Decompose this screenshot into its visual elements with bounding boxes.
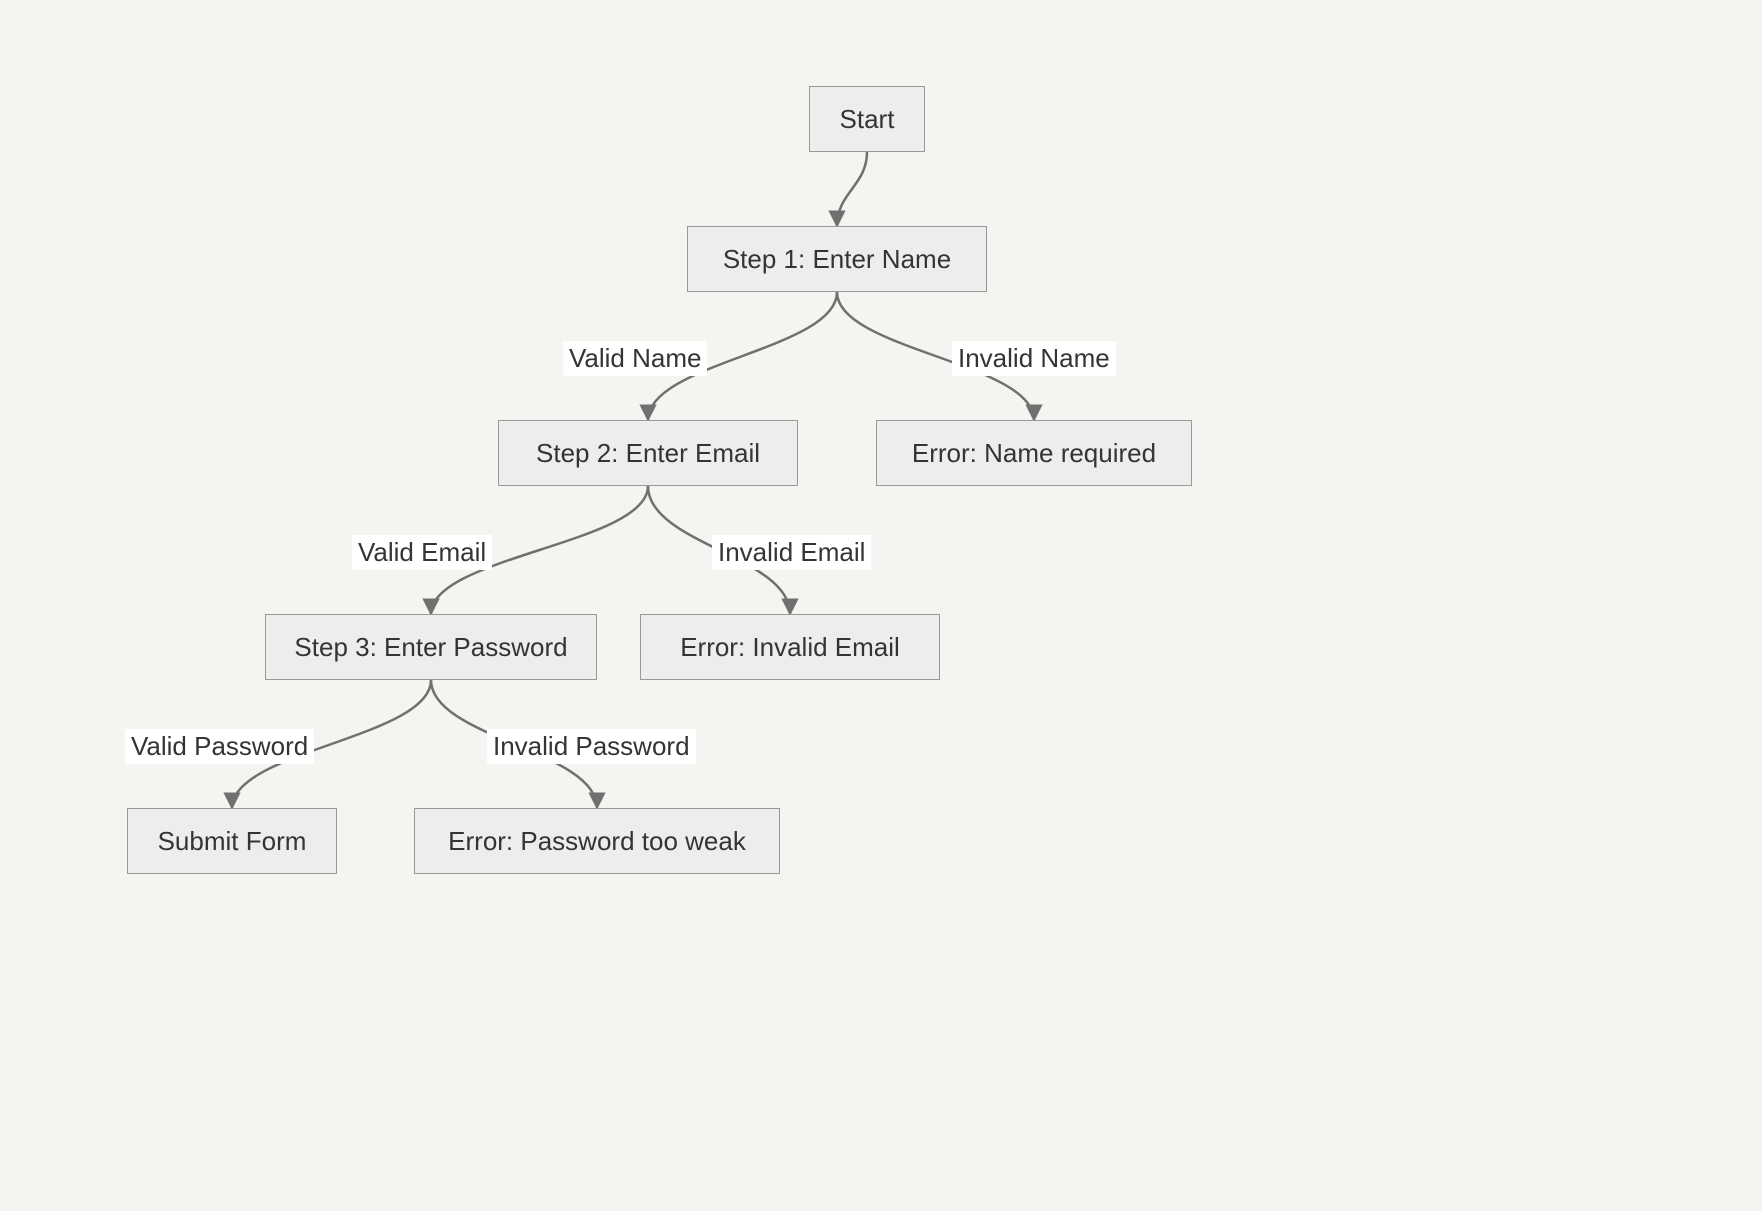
edge-label-step3-errPass: Invalid Password — [487, 729, 696, 764]
edge-label-step2-step3: Valid Email — [352, 535, 492, 570]
node-errPass: Error: Password too weak — [414, 808, 780, 874]
node-start: Start — [809, 86, 925, 152]
node-step3: Step 3: Enter Password — [265, 614, 597, 680]
edge-label-step1-errName: Invalid Name — [952, 341, 1116, 376]
edge-label-step2-errEmail: Invalid Email — [712, 535, 871, 570]
node-step2: Step 2: Enter Email — [498, 420, 798, 486]
edge-label-step3-submit: Valid Password — [125, 729, 314, 764]
node-errEmail: Error: Invalid Email — [640, 614, 940, 680]
node-submit: Submit Form — [127, 808, 337, 874]
edge-layer — [0, 0, 1762, 1211]
edge-label-step1-step2: Valid Name — [563, 341, 707, 376]
edge-start-step1 — [837, 152, 867, 226]
node-errName: Error: Name required — [876, 420, 1192, 486]
flowchart-canvas: Start Step 1: Enter Name Step 2: Enter Ema… — [0, 0, 1762, 1211]
node-step1: Step 1: Enter Name — [687, 226, 987, 292]
